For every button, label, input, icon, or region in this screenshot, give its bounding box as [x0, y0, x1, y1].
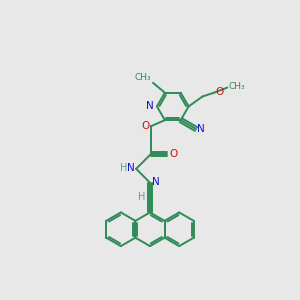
Text: H: H: [120, 163, 127, 173]
Text: CH₃: CH₃: [229, 82, 245, 91]
Text: O: O: [170, 149, 178, 159]
Text: H: H: [138, 192, 146, 202]
Text: O: O: [215, 86, 224, 97]
Text: N: N: [127, 163, 135, 173]
Text: N: N: [146, 101, 154, 111]
Text: O: O: [141, 121, 149, 131]
Text: N: N: [152, 177, 160, 187]
Text: N: N: [197, 124, 205, 134]
Text: CH₃: CH₃: [135, 73, 152, 82]
